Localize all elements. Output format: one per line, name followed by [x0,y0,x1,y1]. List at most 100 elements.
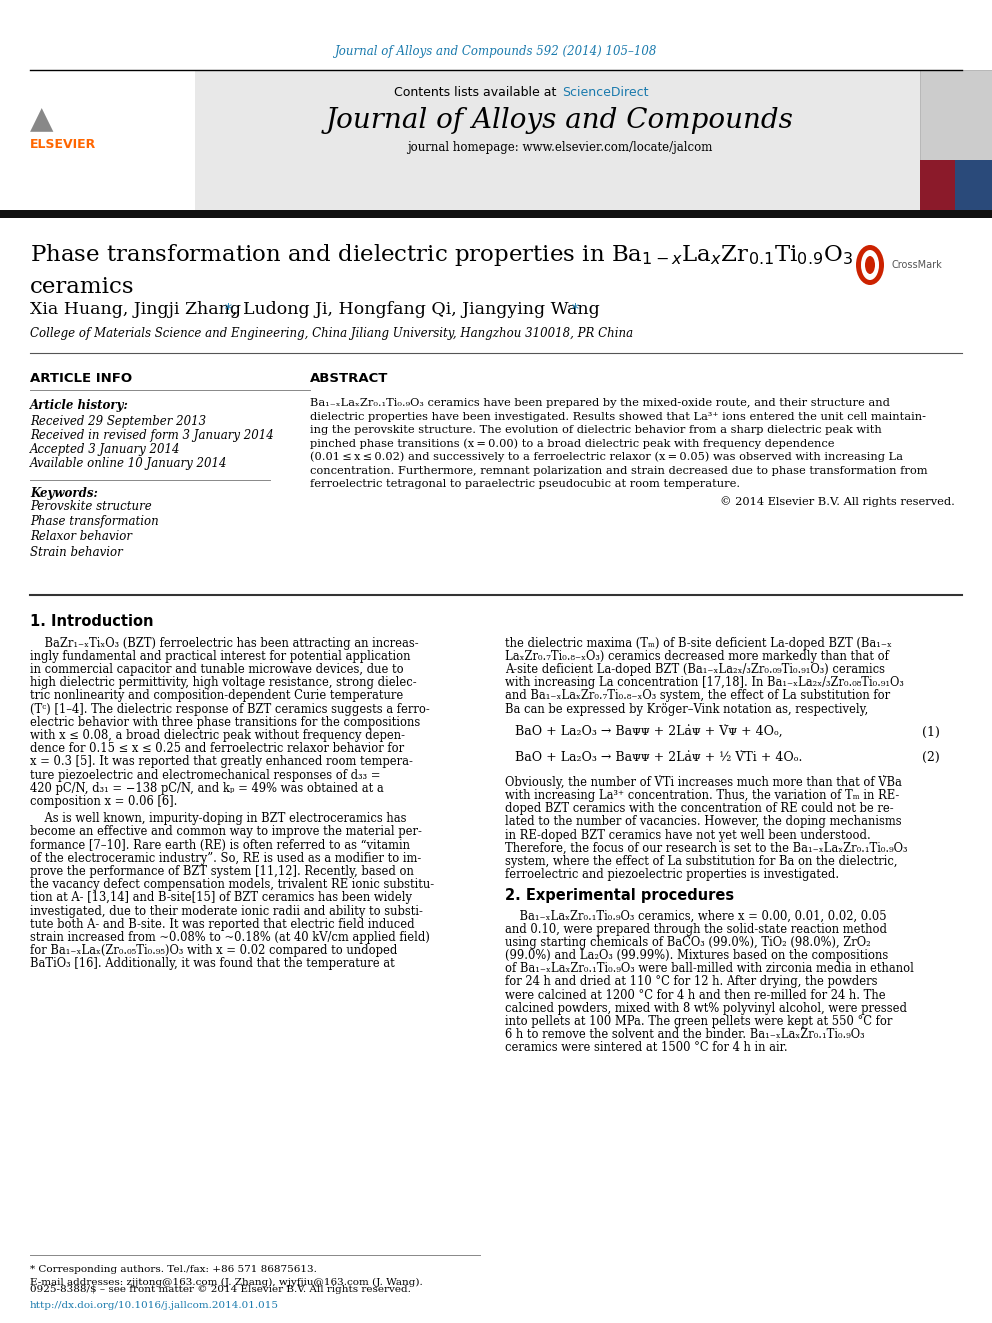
Text: prove the performance of BZT system [11,12]. Recently, based on: prove the performance of BZT system [11,… [30,865,414,878]
Text: Journal of Alloys and Compounds 592 (2014) 105–108: Journal of Alloys and Compounds 592 (201… [335,45,657,58]
Text: become an effective and common way to improve the material per-: become an effective and common way to im… [30,826,422,839]
Text: © 2014 Elsevier B.V. All rights reserved.: © 2014 Elsevier B.V. All rights reserved… [720,496,955,507]
Text: in commercial capacitor and tunable microwave devices, due to: in commercial capacitor and tunable micr… [30,663,404,676]
Bar [0,70,992,210]
Text: Accepted 3 January 2014: Accepted 3 January 2014 [30,443,181,456]
Text: (0.01 ≤ x ≤ 0.02) and successively to a ferroelectric relaxor (x = 0.05) was obs: (0.01 ≤ x ≤ 0.02) and successively to a … [310,451,903,462]
Text: 6 h to remove the solvent and the binder. Ba₁₋ₓLaₓZr₀.₁Ti₀.₉O₃: 6 h to remove the solvent and the binder… [505,1028,865,1041]
Text: Keywords:: Keywords: [30,487,98,500]
Text: ceramics were sintered at 1500 °C for 4 h in air.: ceramics were sintered at 1500 °C for 4 … [505,1041,788,1054]
Text: electric behavior with three phase transitions for the compositions: electric behavior with three phase trans… [30,716,421,729]
Text: Xia Huang, Jingji Zhang: Xia Huang, Jingji Zhang [30,302,241,319]
Text: for Ba₁₋ₓLaₓ(Zr₀.₀₅Ti₀.₉₅)O₃ with x = 0.02 compared to undoped: for Ba₁₋ₓLaₓ(Zr₀.₀₅Ti₀.₉₅)O₃ with x = 0.… [30,945,398,957]
Ellipse shape [865,255,875,274]
Text: system, where the effect of La substitution for Ba on the dielectric,: system, where the effect of La substitut… [505,855,898,868]
Text: composition x = 0.06 [6].: composition x = 0.06 [6]. [30,795,178,808]
Bar [920,70,992,210]
Text: ingly fundamental and practical interest for potential application: ingly fundamental and practical interest… [30,650,411,663]
Text: Received 29 September 2013: Received 29 September 2013 [30,415,206,429]
Text: Phase transformation: Phase transformation [30,516,159,528]
Text: ing the perovskite structure. The evolution of dielectric behavior from a sharp : ing the perovskite structure. The evolut… [310,425,882,435]
Text: Available online 10 January 2014: Available online 10 January 2014 [30,458,227,471]
Text: doped BZT ceramics with the concentration of RE could not be re-: doped BZT ceramics with the concentratio… [505,802,894,815]
Text: Perovskite structure: Perovskite structure [30,500,152,513]
Text: 0925-8388/$ – see front matter © 2014 Elsevier B.V. All rights reserved.: 0925-8388/$ – see front matter © 2014 El… [30,1286,411,1294]
Ellipse shape [861,250,879,280]
Text: E-mail addresses: zjjtong@163.com (J. Zhang), wjyfjiu@163.com (J. Wang).: E-mail addresses: zjjtong@163.com (J. Zh… [30,1278,423,1286]
Text: and Ba₁₋ₓLaₓZr₀.₇Ti₀.₈₋ₓO₃ system, the effect of La substitution for: and Ba₁₋ₓLaₓZr₀.₇Ti₀.₈₋ₓO₃ system, the e… [505,689,890,703]
Text: lated to the number of vacancies. However, the doping mechanisms: lated to the number of vacancies. Howeve… [505,815,902,828]
Text: the vacancy defect compensation models, trivalent RE ionic substitu-: the vacancy defect compensation models, … [30,878,434,892]
Text: ELSEVIER: ELSEVIER [30,139,96,152]
Text: http://dx.doi.org/10.1016/j.jallcom.2014.01.015: http://dx.doi.org/10.1016/j.jallcom.2014… [30,1301,279,1310]
Text: LaₓZr₀.₇Ti₀.₈₋ₓO₃) ceramics decreased more markedly than that of: LaₓZr₀.₇Ti₀.₈₋ₓO₃) ceramics decreased mo… [505,650,889,663]
Text: Ba₁₋ₓLaₓZr₀.₁Ti₀.₉O₃ ceramics, where x = 0.00, 0.01, 0.02, 0.05: Ba₁₋ₓLaₓZr₀.₁Ti₀.₉O₃ ceramics, where x =… [505,909,887,922]
Text: (1): (1) [923,726,940,738]
Text: Contents lists available at: Contents lists available at [394,86,560,98]
Text: Relaxor behavior: Relaxor behavior [30,531,132,544]
Text: BaO + La₂O₃ → Baᴪᴪ + 2Lȧᴪ + ½ V̇̇̇Ti + 4Oₒ.: BaO + La₂O₃ → Baᴪᴪ + 2Lȧᴪ + ½ V̇̇̇Ti + … [515,750,803,763]
Text: (99.0%) and La₂O₃ (99.99%). Mixtures based on the compositions: (99.0%) and La₂O₃ (99.99%). Mixtures bas… [505,949,888,962]
Bar [0,70,195,210]
Text: *: * [225,303,232,318]
Text: Obviously, the number of V̇̇̇Ti increases much more than that of V̇̇Ba: Obviously, the number of V̇̇̇Ti increase… [505,775,902,789]
Bar [0,210,992,218]
Text: , Ludong Ji, Hongfang Qi, Jiangying Wang: , Ludong Ji, Hongfang Qi, Jiangying Wang [232,302,600,319]
Text: tute both A- and B-site. It was reported that electric field induced: tute both A- and B-site. It was reported… [30,918,415,930]
Text: BaO + La₂O₃ → Baᴪᴪ + 2Lȧᴪ + V̇̇ᴪ + 4Oₒ,: BaO + La₂O₃ → Baᴪᴪ + 2Lȧᴪ + V̇̇ᴪ + 4Oₒ, [515,725,783,738]
Text: and 0.10, were prepared through the solid-state reaction method: and 0.10, were prepared through the soli… [505,922,887,935]
Text: BaZr₁₋ₓTiₓO₃ (BZT) ferroelectric has been attracting an increas-: BaZr₁₋ₓTiₓO₃ (BZT) ferroelectric has bee… [30,636,419,650]
Text: the dielectric maxima (Tₘ) of B-site deficient La-doped BZT (Ba₁₋ₓ: the dielectric maxima (Tₘ) of B-site def… [505,636,892,650]
Text: investigated, due to their moderate ionic radii and ability to substi-: investigated, due to their moderate ioni… [30,905,423,917]
Text: x = 0.3 [5]. It was reported that greatly enhanced room tempera-: x = 0.3 [5]. It was reported that greatl… [30,755,413,769]
Text: ▲: ▲ [30,106,54,135]
Text: were calcined at 1200 °C for 4 h and then re-milled for 24 h. The: were calcined at 1200 °C for 4 h and the… [505,988,886,1002]
Text: As is well known, impurity-doping in BZT electroceramics has: As is well known, impurity-doping in BZT… [30,812,407,826]
Text: * Corresponding authors. Tel./fax: +86 571 86875613.: * Corresponding authors. Tel./fax: +86 5… [30,1265,316,1274]
Text: of the electroceramic industry”. So, RE is used as a modifier to im-: of the electroceramic industry”. So, RE … [30,852,422,865]
Bar [955,160,992,210]
Text: ture piezoelectric and electromechanical responses of d₃₃ =: ture piezoelectric and electromechanical… [30,769,381,782]
Text: with x ≤ 0.08, a broad dielectric peak without frequency depen-: with x ≤ 0.08, a broad dielectric peak w… [30,729,405,742]
Text: journal homepage: www.elsevier.com/locate/jalcom: journal homepage: www.elsevier.com/locat… [408,142,712,155]
Text: of Ba₁₋ₓLaₓZr₀.₁Ti₀.₉O₃ were ball-milled with zirconia media in ethanol: of Ba₁₋ₓLaₓZr₀.₁Ti₀.₉O₃ were ball-milled… [505,962,914,975]
Text: Strain behavior: Strain behavior [30,545,123,558]
Text: Ba can be expressed by Kröger–Vink notation as, respectively,: Ba can be expressed by Kröger–Vink notat… [505,703,868,716]
Text: strain increased from ~0.08% to ~0.18% (at 40 kV/cm applied field): strain increased from ~0.08% to ~0.18% (… [30,931,430,943]
Text: Ba₁₋ₓLaₓZr₀.₁Ti₀.₉O₃ ceramics have been prepared by the mixed-oxide route, and t: Ba₁₋ₓLaₓZr₀.₁Ti₀.₉O₃ ceramics have been … [310,398,890,407]
Text: ceramics: ceramics [30,277,135,298]
Text: (Tᶜ) [1–4]. The dielectric response of BZT ceramics suggests a ferro-: (Tᶜ) [1–4]. The dielectric response of B… [30,703,430,716]
Text: 420 pC/N, d₃₁ = −138 pC/N, and kₚ = 49% was obtained at a: 420 pC/N, d₃₁ = −138 pC/N, and kₚ = 49% … [30,782,384,795]
Text: concentration. Furthermore, remnant polarization and strain decreased due to pha: concentration. Furthermore, remnant pola… [310,466,928,475]
Text: pinched phase transitions (x = 0.00) to a broad dielectric peak with frequency d: pinched phase transitions (x = 0.00) to … [310,438,834,448]
Text: using starting chemicals of BaCO₃ (99.0%), TiO₂ (98.0%), ZrO₂: using starting chemicals of BaCO₃ (99.0%… [505,935,871,949]
Text: formance [7–10]. Rare earth (RE) is often referred to as “vitamin: formance [7–10]. Rare earth (RE) is ofte… [30,839,410,852]
Text: ABSTRACT: ABSTRACT [310,372,389,385]
Text: tric nonlinearity and composition-dependent Curie temperature: tric nonlinearity and composition-depend… [30,689,404,703]
Text: College of Materials Science and Engineering, China Jiliang University, Hangzhou: College of Materials Science and Enginee… [30,328,633,340]
Text: Received in revised form 3 January 2014: Received in revised form 3 January 2014 [30,430,274,442]
Text: in RE-doped BZT ceramics have not yet well been understood.: in RE-doped BZT ceramics have not yet we… [505,828,871,841]
Text: ferroelectric and piezoelectric properties is investigated.: ferroelectric and piezoelectric properti… [505,868,839,881]
Bar [920,160,992,210]
Text: ARTICLE INFO: ARTICLE INFO [30,372,132,385]
Text: high dielectric permittivity, high voltage resistance, strong dielec-: high dielectric permittivity, high volta… [30,676,417,689]
Text: Article history:: Article history: [30,400,129,413]
Text: with increasing La concentration [17,18]. In Ba₁₋ₓLa₂ₓ/₃Zr₀.₀₈Ti₀.₉₁O₃: with increasing La concentration [17,18]… [505,676,904,689]
Text: ScienceDirect: ScienceDirect [562,86,649,98]
Text: (2): (2) [923,750,940,763]
Text: 1. Introduction: 1. Introduction [30,614,154,630]
Text: dence for 0.15 ≤ x ≤ 0.25 and ferroelectric relaxor behavior for: dence for 0.15 ≤ x ≤ 0.25 and ferroelect… [30,742,404,755]
Text: 2. Experimental procedures: 2. Experimental procedures [505,888,734,904]
Text: for 24 h and dried at 110 °C for 12 h. After drying, the powders: for 24 h and dried at 110 °C for 12 h. A… [505,975,878,988]
Text: *: * [572,303,579,318]
Text: into pellets at 100 MPa. The green pellets were kept at 550 °C for: into pellets at 100 MPa. The green pelle… [505,1015,893,1028]
Text: BaTiO₃ [16]. Additionally, it was found that the temperature at: BaTiO₃ [16]. Additionally, it was found … [30,958,395,970]
Text: with increasing La³⁺ concentration. Thus, the variation of Tₘ in RE-: with increasing La³⁺ concentration. Thus… [505,789,900,802]
Text: ferroelectric tetragonal to paraelectric pseudocubic at room temperature.: ferroelectric tetragonal to paraelectric… [310,479,740,490]
Text: Phase transformation and dielectric properties in Ba$_{1-x}$La$_x$Zr$_{0.1}$Ti$_: Phase transformation and dielectric prop… [30,242,853,269]
Text: CrossMark: CrossMark [892,261,942,270]
Text: Journal of Alloys and Compounds: Journal of Alloys and Compounds [326,106,794,134]
Text: tion at A- [13,14] and B-site[15] of BZT ceramics has been widely: tion at A- [13,14] and B-site[15] of BZT… [30,892,412,905]
Ellipse shape [856,245,884,284]
